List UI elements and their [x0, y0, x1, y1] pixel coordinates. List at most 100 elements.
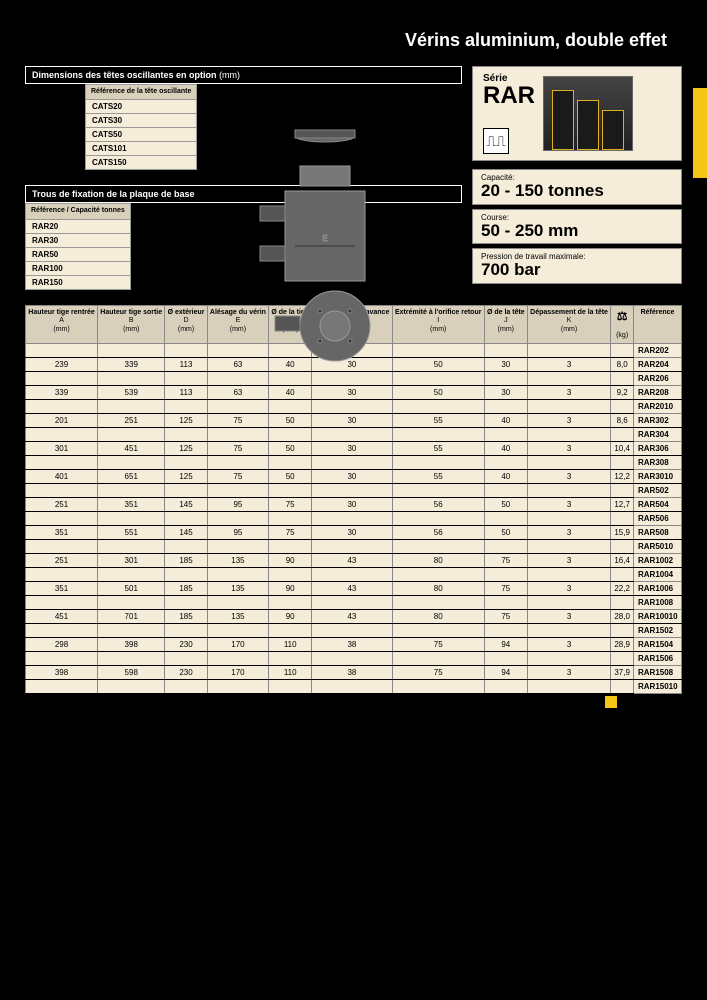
table-cell	[165, 343, 207, 357]
base-row: RAR150	[26, 275, 131, 289]
serie-box: Série RAR ⎍⎍	[472, 66, 682, 161]
table-cell	[207, 623, 268, 637]
cylinder-icon: ⎍⎍	[483, 128, 509, 154]
table-cell: 75	[207, 413, 268, 427]
reference-cell: RAR304	[634, 427, 682, 441]
table-cell	[312, 623, 392, 637]
table-cell: 3	[527, 385, 610, 399]
table-cell	[611, 651, 634, 665]
table-cell	[392, 651, 484, 665]
table-row: RAR1004	[26, 567, 682, 581]
spec-value: 50 - 250 mm	[481, 222, 673, 241]
table-cell: 145	[165, 525, 207, 539]
table-cell	[26, 567, 98, 581]
table-cell	[98, 399, 165, 413]
table-cell	[392, 427, 484, 441]
table-cell: 75	[484, 609, 527, 623]
table-cell: 30	[312, 525, 392, 539]
table-cell: 55	[392, 469, 484, 483]
table-row: 201251125755030554038,6RAR302	[26, 413, 682, 427]
table-cell: 90	[269, 581, 312, 595]
cylinder-diagram: E	[225, 116, 425, 376]
table-cell: 3	[527, 441, 610, 455]
table-cell	[527, 539, 610, 553]
table-cell	[165, 679, 207, 693]
head-row: CATS20	[86, 100, 197, 114]
table-cell	[312, 539, 392, 553]
table-cell	[611, 343, 634, 357]
serie-name: RAR	[483, 84, 535, 108]
table-row: RAR5010	[26, 539, 682, 553]
table-cell: 110	[269, 637, 312, 651]
table-cell	[26, 679, 98, 693]
table-cell	[98, 595, 165, 609]
table-row: 3515511459575305650315,9RAR508	[26, 525, 682, 539]
table-cell	[26, 623, 98, 637]
table-cell	[527, 427, 610, 441]
content-area: Dimensions des têtes oscillantes en opti…	[0, 66, 707, 714]
table-cell	[269, 623, 312, 637]
table-cell	[98, 651, 165, 665]
table-cell: 38	[312, 637, 392, 651]
table-cell	[26, 371, 98, 385]
reference-cell: RAR308	[634, 455, 682, 469]
table-cell: 185	[165, 553, 207, 567]
reference-cell: RAR5010	[634, 539, 682, 553]
table-cell: 185	[165, 581, 207, 595]
table-cell: 135	[207, 553, 268, 567]
table-cell	[98, 455, 165, 469]
table-row: RAR1506	[26, 651, 682, 665]
table-cell: 651	[98, 469, 165, 483]
spec-course: Course: 50 - 250 mm	[472, 209, 682, 245]
head-oscillante-title: Dimensions des têtes oscillantes en opti…	[32, 70, 217, 80]
table-cell: 43	[312, 609, 392, 623]
head-row: CATS50	[86, 128, 197, 142]
table-cell: 398	[98, 637, 165, 651]
table-cell	[26, 595, 98, 609]
table-cell	[26, 539, 98, 553]
table-cell	[484, 483, 527, 497]
table-cell: 37,9	[611, 665, 634, 679]
reference-cell: RAR1504	[634, 637, 682, 651]
table-cell	[312, 651, 392, 665]
reference-cell: RAR506	[634, 511, 682, 525]
table-cell: 251	[26, 553, 98, 567]
head-row: CATS101	[86, 142, 197, 156]
table-cell	[165, 483, 207, 497]
table-cell	[98, 343, 165, 357]
reference-cell: RAR504	[634, 497, 682, 511]
spec-pressure: Pression de travail maximale: 700 bar	[472, 248, 682, 284]
table-cell: 8,0	[611, 357, 634, 371]
table-cell: 30	[312, 413, 392, 427]
table-cell	[207, 595, 268, 609]
reference-cell: RAR206	[634, 371, 682, 385]
table-cell	[269, 595, 312, 609]
table-cell: 125	[165, 413, 207, 427]
table-column-header: Hauteur tige rentréeA(mm)	[26, 305, 98, 343]
table-cell	[312, 399, 392, 413]
table-cell	[484, 539, 527, 553]
table-cell	[484, 399, 527, 413]
table-cell	[611, 567, 634, 581]
reference-cell: RAR208	[634, 385, 682, 399]
table-cell: 28,0	[611, 609, 634, 623]
table-cell	[611, 427, 634, 441]
table-cell: 230	[165, 637, 207, 651]
table-cell	[392, 595, 484, 609]
table-cell: 56	[392, 525, 484, 539]
table-cell	[98, 427, 165, 441]
spec-value: 700 bar	[481, 261, 673, 280]
table-cell	[98, 623, 165, 637]
table-cell: 251	[98, 413, 165, 427]
reference-cell: RAR3010	[634, 469, 682, 483]
table-cell	[207, 399, 268, 413]
table-row: 25130118513590438075316,4RAR1002	[26, 553, 682, 567]
table-cell	[392, 455, 484, 469]
table-cell	[484, 651, 527, 665]
table-cell: 3	[527, 357, 610, 371]
table-cell: 110	[269, 665, 312, 679]
table-cell: 75	[269, 525, 312, 539]
table-row: 3014511257550305540310,4RAR306	[26, 441, 682, 455]
table-cell: 12,2	[611, 469, 634, 483]
table-cell	[165, 567, 207, 581]
